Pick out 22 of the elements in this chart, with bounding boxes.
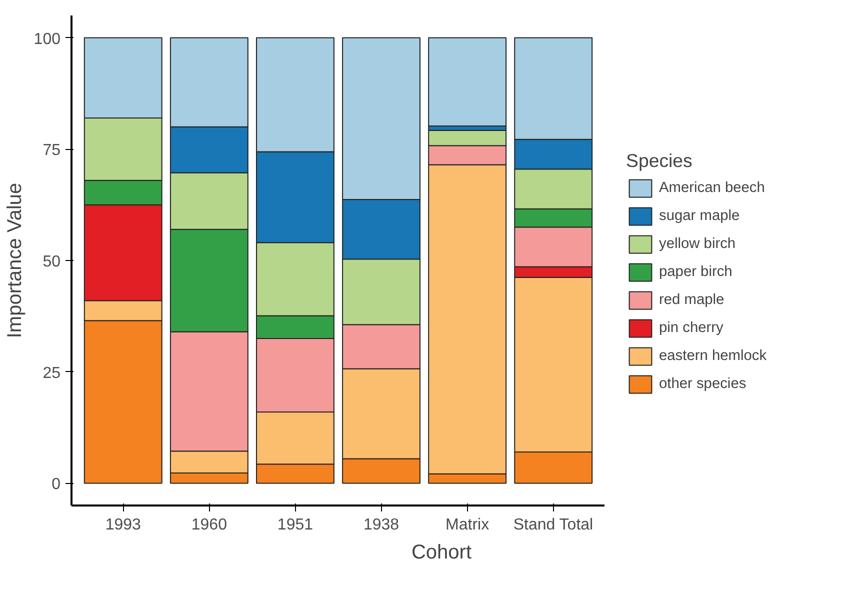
x-tick-label: Stand Total [513, 516, 594, 534]
legend-label: American beech [659, 180, 765, 196]
y-tick-label: 75 [42, 142, 61, 160]
x-axis-title: Cohort [411, 542, 472, 564]
x-tick-label: Matrix [446, 516, 490, 534]
legend-label: other species [659, 376, 746, 392]
x-tick-label: 1938 [363, 516, 400, 534]
x-tick-label: 1993 [105, 516, 142, 534]
legend-label: pin cherry [659, 320, 724, 336]
y-tick-label: 0 [52, 476, 61, 494]
y-tick-label: 50 [42, 254, 61, 270]
legend-title: Species [626, 150, 694, 172]
x-tick-label: 1951 [277, 516, 314, 534]
legend-label: yellow birch [659, 236, 736, 252]
y-tick-label: 25 [42, 364, 61, 382]
legend-label: eastern hemlock [659, 348, 767, 364]
legend-label: red maple [659, 292, 724, 308]
y-axis-title: Importance Value [4, 182, 26, 338]
legend-label: paper birch [659, 264, 732, 280]
legend-label: sugar maple [659, 208, 740, 224]
y-tick-label: 100 [34, 30, 61, 48]
x-tick-label: 1960 [191, 516, 228, 534]
